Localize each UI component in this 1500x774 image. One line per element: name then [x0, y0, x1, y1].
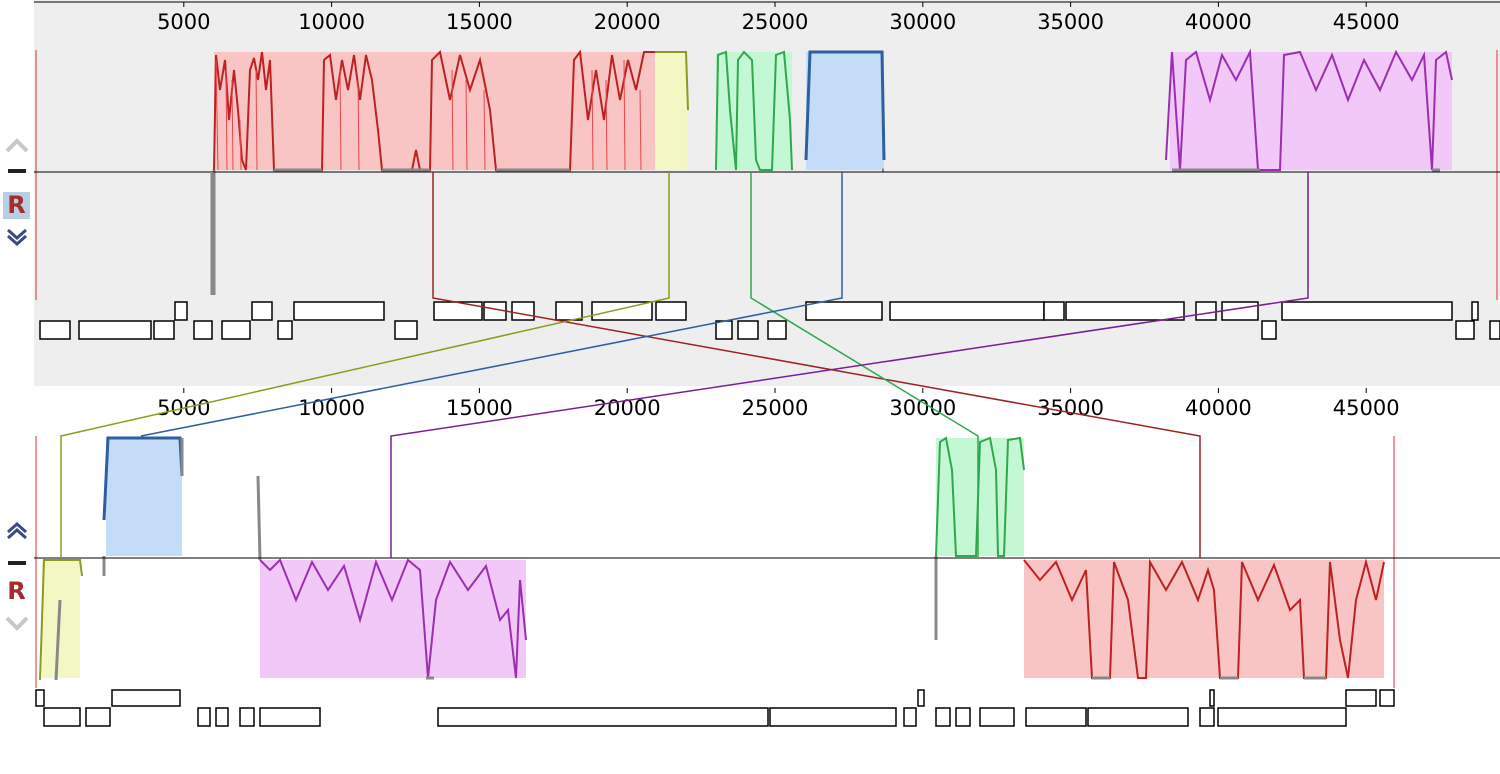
ruler-tick-label: 15000 [446, 396, 513, 420]
reverse-complement-button[interactable]: R [3, 192, 30, 219]
lcb-red-profile [213, 49, 655, 171]
lcb-purple-block[interactable] [1170, 52, 1452, 170]
genome-b-genes [35, 689, 1395, 727]
lcb-connectors [60, 172, 1309, 558]
ruler-tick-label: 25000 [742, 396, 809, 420]
lcb-yellow-block[interactable] [655, 52, 687, 170]
minus-icon[interactable] [3, 558, 31, 568]
genome-b-controls: R [0, 388, 34, 770]
chevron-up-icon[interactable] [3, 136, 31, 154]
double-chevron-up-icon[interactable] [3, 520, 31, 542]
ruler-tick-label: 10000 [298, 10, 365, 34]
genome-a-lcb-blocks [212, 48, 1453, 295]
ruler-tick-label: 40000 [1185, 10, 1252, 34]
lcb-blue-block[interactable] [806, 52, 884, 170]
genome-a-genes [39, 301, 1500, 340]
lcb-blue-block[interactable] [106, 438, 182, 556]
ruler-tick-label: 40000 [1185, 396, 1252, 420]
lcb-yellow-block[interactable] [42, 560, 80, 678]
genome-b-lcb-blocks [39, 436, 1385, 681]
connector-purple [390, 172, 1309, 558]
minus-icon[interactable] [3, 166, 31, 176]
genome-a-ruler: 5000 10000 15000 20000 25000 30000 35000 40000 4… [157, 2, 1400, 34]
lcb-purple-block[interactable] [260, 560, 526, 678]
connector-yellow [60, 172, 670, 558]
connector-blue [140, 172, 843, 437]
ruler-tick-label: 10000 [298, 396, 365, 420]
ruler-tick-label: 45000 [1333, 10, 1400, 34]
ruler-tick-label: 25000 [742, 10, 809, 34]
chevron-down-icon[interactable] [3, 614, 31, 632]
double-chevron-down-icon[interactable] [3, 226, 31, 248]
ruler-tick-label: 35000 [1037, 10, 1104, 34]
ruler-tick-label: 5000 [157, 10, 210, 34]
reverse-complement-button[interactable]: R [7, 577, 26, 605]
connector-green [750, 172, 979, 558]
ruler-tick-label: 30000 [889, 10, 956, 34]
ruler-tick-label: 15000 [446, 10, 513, 34]
ruler-tick-label: 45000 [1333, 396, 1400, 420]
genome-a-controls: R [0, 0, 34, 386]
ruler-tick-label: 20000 [594, 396, 661, 420]
ruler-tick-label: 20000 [594, 10, 661, 34]
genome-b-ruler: 5000 10000 15000 20000 25000 30000 35000 40000 4… [157, 388, 1400, 420]
connector-red [432, 172, 1201, 558]
